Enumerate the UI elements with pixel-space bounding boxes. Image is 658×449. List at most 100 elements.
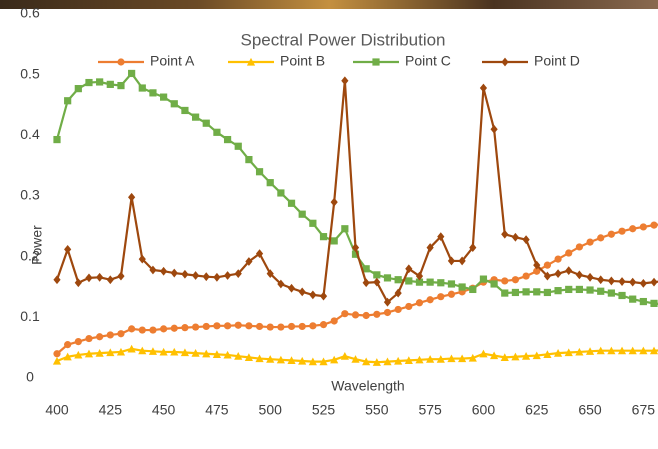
marker (511, 352, 520, 361)
marker (84, 349, 94, 358)
marker (351, 355, 360, 363)
marker (74, 85, 82, 93)
marker (585, 347, 595, 355)
marker (607, 289, 615, 297)
marker (629, 277, 637, 287)
marker (138, 254, 146, 264)
marker (202, 349, 211, 358)
marker (575, 285, 583, 294)
marker (373, 271, 381, 279)
marker (191, 113, 200, 121)
marker (596, 346, 605, 355)
marker (383, 308, 392, 317)
marker (127, 344, 136, 353)
marker (74, 278, 82, 288)
marker (298, 322, 306, 331)
marker (362, 311, 370, 320)
marker (405, 277, 413, 285)
marker (298, 210, 306, 218)
marker (394, 276, 402, 284)
marker (447, 280, 456, 288)
marker (575, 270, 583, 280)
marker (170, 268, 178, 278)
y-tick-label: 0 (26, 369, 34, 385)
marker (565, 249, 573, 257)
marker (447, 256, 456, 266)
marker (639, 297, 647, 306)
marker (117, 330, 125, 338)
marker (53, 135, 61, 144)
marker (362, 265, 370, 273)
marker (554, 269, 562, 279)
marker (362, 278, 370, 288)
marker (351, 250, 360, 258)
marker (181, 106, 189, 115)
marker (223, 322, 232, 330)
marker (447, 290, 456, 298)
y-tick-label: 0.6 (20, 5, 40, 21)
marker (330, 237, 338, 245)
marker (202, 272, 210, 282)
marker (106, 348, 115, 357)
marker (639, 223, 647, 231)
marker (586, 238, 594, 246)
marker (96, 78, 104, 86)
chart-title: Spectral Power Distribution (240, 30, 445, 49)
marker (639, 346, 648, 355)
y-tick-label: 0.3 (20, 187, 40, 203)
marker (628, 346, 637, 355)
marker (521, 352, 531, 360)
marker (319, 357, 328, 366)
marker (223, 350, 232, 359)
marker (330, 197, 338, 207)
marker (234, 352, 243, 360)
marker (287, 199, 296, 207)
x-tick-label: 500 (259, 402, 283, 418)
marker (468, 353, 477, 362)
marker (138, 326, 146, 334)
marker (553, 349, 563, 357)
marker (117, 271, 125, 281)
marker (511, 288, 520, 297)
x-axis-label: Wavelength (331, 378, 404, 394)
marker (522, 235, 530, 245)
marker (500, 353, 509, 361)
marker (543, 288, 552, 297)
marker (607, 230, 615, 238)
marker (554, 287, 562, 295)
marker (74, 338, 82, 346)
marker (543, 271, 552, 281)
marker (128, 325, 136, 333)
marker (245, 156, 253, 164)
marker (309, 219, 317, 227)
marker (650, 299, 658, 307)
marker (319, 233, 328, 241)
marker (85, 273, 93, 283)
marker (426, 296, 434, 304)
marker (501, 277, 509, 285)
marker (522, 288, 530, 296)
marker (63, 352, 72, 361)
marker (309, 290, 317, 300)
marker (340, 352, 349, 360)
marker (575, 243, 583, 251)
marker (255, 322, 264, 331)
marker (106, 80, 114, 88)
marker (246, 57, 256, 66)
marker (319, 321, 328, 329)
y-tick-label: 0.1 (20, 308, 40, 324)
marker (533, 260, 541, 270)
marker (266, 269, 274, 279)
marker (405, 302, 413, 311)
x-tick-label: 650 (578, 402, 602, 418)
y-axis-label: Power (29, 225, 45, 265)
x-tick-label: 675 (632, 402, 656, 418)
x-tick-label: 450 (152, 402, 176, 418)
marker (255, 354, 264, 363)
marker (223, 135, 232, 144)
marker (351, 243, 360, 252)
marker (64, 97, 72, 105)
marker (437, 293, 445, 301)
marker (607, 276, 615, 286)
marker (170, 324, 178, 332)
